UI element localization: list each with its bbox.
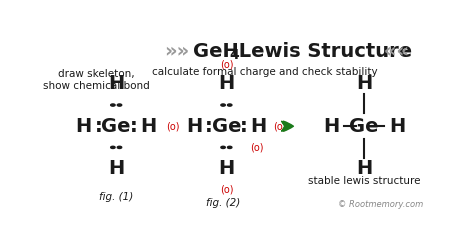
Text: H: H	[108, 74, 124, 93]
Text: fig. (1): fig. (1)	[99, 192, 133, 202]
Text: H: H	[356, 74, 372, 93]
Text: H: H	[76, 117, 92, 136]
Text: :: :	[240, 117, 248, 136]
Text: (o): (o)	[166, 121, 180, 131]
Text: H: H	[108, 159, 124, 178]
Text: calculate formal charge and check stability: calculate formal charge and check stabil…	[152, 67, 378, 77]
Text: Ge: Ge	[349, 117, 379, 136]
Text: Ge: Ge	[101, 117, 131, 136]
Text: »»: »»	[164, 42, 190, 60]
Text: GeH: GeH	[193, 42, 239, 60]
Text: H: H	[323, 117, 339, 136]
Circle shape	[117, 104, 122, 106]
Text: (o): (o)	[273, 121, 286, 131]
Text: (o): (o)	[250, 142, 264, 152]
Text: :: :	[130, 117, 138, 136]
Text: :: :	[95, 117, 102, 136]
Text: (o): (o)	[219, 185, 233, 195]
Circle shape	[221, 146, 225, 148]
Text: H: H	[218, 159, 235, 178]
Text: H: H	[186, 117, 202, 136]
Text: (o): (o)	[219, 60, 233, 70]
Text: ««: ««	[377, 42, 409, 60]
Text: H: H	[356, 159, 372, 178]
Text: Ge: Ge	[212, 117, 241, 136]
Text: H: H	[218, 74, 235, 93]
Text: stable lewis structure: stable lewis structure	[308, 176, 420, 186]
Circle shape	[117, 146, 122, 148]
Text: H: H	[140, 117, 156, 136]
Circle shape	[110, 146, 115, 148]
Circle shape	[228, 146, 232, 148]
Circle shape	[110, 104, 115, 106]
Text: H: H	[389, 117, 405, 136]
Text: fig. (2): fig. (2)	[206, 198, 240, 208]
Text: :: :	[205, 117, 213, 136]
Text: 4: 4	[229, 48, 239, 62]
Text: H: H	[251, 117, 267, 136]
Circle shape	[221, 104, 225, 106]
Circle shape	[228, 104, 232, 106]
Text: draw skeleton,
show chemical bond: draw skeleton, show chemical bond	[43, 69, 149, 91]
Text: © Rootmemory.com: © Rootmemory.com	[337, 200, 423, 209]
Text: Lewis Structure: Lewis Structure	[232, 42, 412, 60]
